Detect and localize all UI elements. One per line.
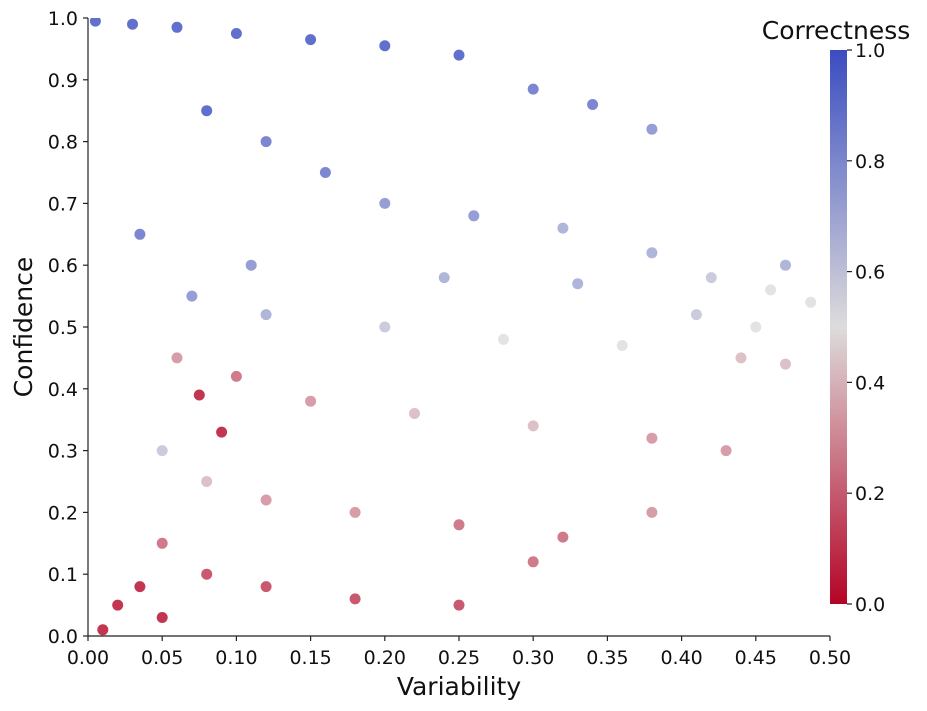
y-tick-label: 0.3	[48, 441, 78, 463]
data-point	[646, 247, 658, 259]
x-tick-label: 0.45	[735, 647, 777, 669]
x-tick-label: 0.15	[289, 647, 331, 669]
data-point	[193, 389, 205, 401]
data-point	[171, 21, 183, 33]
x-tick-label: 0.40	[660, 647, 702, 669]
data-point	[527, 420, 539, 432]
y-axis-label: Confidence	[9, 257, 38, 398]
data-point	[646, 432, 658, 444]
data-point	[379, 321, 391, 333]
data-point	[112, 599, 124, 611]
data-point	[409, 408, 420, 419]
y-tick-label: 0.8	[48, 132, 78, 154]
data-point	[765, 284, 777, 296]
axes	[87, 18, 830, 637]
data-point	[156, 612, 168, 623]
data-point	[134, 228, 146, 240]
data-point	[379, 40, 391, 52]
colorbar-tick-label: 0.0	[855, 594, 885, 616]
x-tick-label: 0.20	[364, 647, 406, 669]
data-point	[230, 28, 242, 39]
data-point	[720, 445, 732, 457]
y-tick-label: 0.4	[48, 379, 78, 401]
y-ticks: 0.0 0.1 0.2 0.3 0.4 0.5 0.6 0.7 0.8 0.9 1.0	[48, 8, 88, 648]
data-point	[216, 426, 228, 438]
colorbar-tick-label: 0.8	[855, 151, 885, 173]
x-tick-label: 0.25	[438, 647, 480, 669]
data-point	[379, 197, 391, 209]
colorbar-title: Correctness	[762, 16, 911, 45]
colorbar-scale	[830, 50, 847, 604]
data-point	[349, 506, 361, 518]
data-point	[646, 123, 658, 135]
data-point	[705, 272, 717, 284]
data-point	[453, 49, 465, 61]
data-point	[305, 395, 317, 407]
data-point	[572, 278, 584, 290]
data-point	[156, 445, 168, 457]
y-tick-label: 0.0	[48, 626, 78, 648]
x-tick-label: 0.05	[141, 647, 183, 669]
data-point	[319, 167, 331, 178]
y-tick-label: 0.7	[48, 193, 78, 215]
data-point	[245, 259, 257, 271]
data-point	[750, 321, 762, 333]
x-axis-label: Variability	[397, 672, 522, 701]
y-tick-label: 0.9	[48, 70, 78, 92]
data-point	[438, 272, 450, 284]
data-point	[690, 309, 702, 321]
data-point	[201, 476, 213, 487]
colorbar-tick-label: 1.0	[855, 40, 885, 62]
x-tick-label: 0.30	[512, 647, 554, 669]
data-point	[780, 358, 791, 370]
data-point	[453, 519, 465, 531]
data-point	[527, 556, 539, 568]
data-point	[186, 290, 198, 302]
data-point	[616, 340, 628, 351]
colorbar: Correctness 0.0 0.2 0.4 0.6 0.8 1.0	[762, 16, 911, 616]
data-point	[587, 99, 599, 110]
data-point	[201, 105, 213, 117]
data-point	[349, 593, 361, 605]
y-tick-label: 1.0	[48, 8, 78, 30]
data-point	[468, 210, 480, 222]
x-tick-label: 0.00	[67, 647, 109, 669]
y-tick-label: 0.5	[48, 317, 78, 339]
data-point	[498, 333, 509, 345]
data-point	[453, 599, 465, 611]
y-tick-label: 0.2	[48, 502, 78, 524]
data-point	[134, 581, 146, 593]
x-tick-label: 0.10	[215, 647, 257, 669]
colorbar-ticks: 0.0 0.2 0.4 0.6 0.8 1.0	[847, 40, 885, 616]
data-point	[97, 624, 109, 636]
colorbar-tick-label: 0.2	[855, 483, 885, 505]
data-point	[735, 352, 747, 364]
data-point	[260, 581, 272, 593]
data-point	[260, 136, 272, 148]
data-point	[260, 494, 272, 506]
data-point	[527, 83, 539, 95]
data-point	[780, 259, 791, 271]
data-point	[805, 296, 817, 308]
data-point	[305, 34, 317, 46]
scatter-points	[89, 18, 817, 636]
x-ticks: 0.00 0.05 0.10 0.15 0.20 0.25 0.30 0.35 0.40 0.45…	[67, 636, 851, 669]
data-point	[156, 537, 168, 549]
data-point	[127, 18, 138, 30]
x-tick-label: 0.35	[586, 647, 628, 669]
data-point	[230, 370, 242, 382]
colorbar-tick-label: 0.6	[855, 262, 885, 284]
data-point	[89, 18, 101, 27]
data-point	[171, 352, 183, 364]
y-tick-label: 0.6	[48, 255, 78, 277]
x-tick-label: 0.50	[809, 647, 851, 669]
data-point	[557, 531, 569, 543]
data-point	[260, 309, 272, 321]
colorbar-tick-label: 0.4	[855, 372, 885, 394]
data-point	[201, 568, 213, 580]
y-tick-label: 0.1	[48, 564, 78, 586]
data-point	[557, 222, 569, 234]
data-point	[646, 506, 658, 518]
